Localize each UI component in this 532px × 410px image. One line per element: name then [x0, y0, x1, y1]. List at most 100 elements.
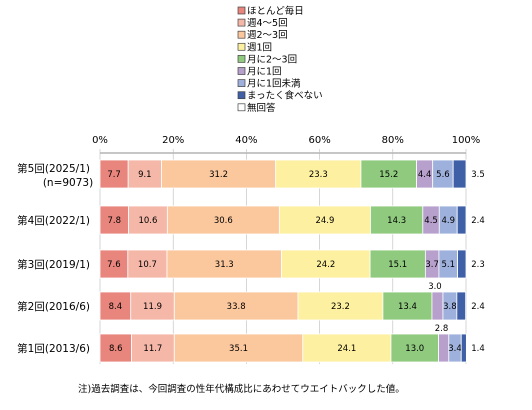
data-label: 4.5 [424, 216, 438, 226]
x-tick-label: 0% [92, 135, 108, 146]
bar-segment [161, 159, 277, 189]
category-label: (n=9073) [43, 177, 93, 189]
data-label: 3.5 [471, 170, 485, 180]
data-label: 9.1 [138, 170, 152, 180]
legend-label: ほとんど毎日 [247, 5, 304, 17]
legend-swatch [237, 18, 246, 27]
bar-segment [173, 291, 299, 321]
bar-segment [99, 249, 129, 279]
bar-segment [281, 249, 371, 279]
category-label: 第1回(2013/6) [17, 342, 90, 355]
bar-segment [369, 249, 426, 279]
bar-segment [456, 205, 467, 235]
legend-label: 月に2～3回 [247, 54, 297, 65]
bar-segment [360, 159, 417, 189]
data-label: 24.1 [337, 344, 356, 354]
legend-swatch [237, 103, 246, 112]
data-label: 24.2 [316, 260, 335, 270]
data-label: 2.4 [471, 302, 485, 312]
legend-swatch [237, 6, 246, 15]
legend-label: 月に1回未満 [247, 78, 301, 90]
bar-segment [390, 333, 439, 363]
data-label: 35.1 [229, 344, 248, 354]
bar-segment [456, 291, 467, 321]
data-label: 5.1 [441, 260, 455, 270]
data-label: 31.2 [209, 170, 228, 180]
legend-swatch [237, 55, 246, 63]
legend-label: 無回答 [247, 102, 276, 114]
data-label: 8.6 [109, 344, 123, 354]
x-tick-label: 60% [308, 135, 330, 146]
data-label: 10.7 [138, 260, 157, 270]
bar-segment [460, 333, 467, 363]
legend-swatch [237, 91, 246, 100]
legend-label: まったく食べない [247, 90, 323, 102]
bar-segment [438, 333, 450, 363]
data-label: 24.9 [315, 216, 334, 226]
legend-label: 月に1回 [247, 67, 282, 78]
legend: ほとんど毎日週4～5回週2～3回週1回月に2～3回月に1回月に1回未満まったく食… [237, 5, 323, 114]
bar-segment [457, 249, 467, 279]
bar-segment [166, 205, 280, 235]
bar-segment [166, 249, 282, 279]
data-label: 7.8 [108, 216, 122, 226]
data-label: 33.8 [227, 302, 246, 312]
data-label: 3.4 [448, 344, 462, 354]
data-label: 30.6 [214, 216, 233, 226]
data-label: 13.0 [405, 344, 424, 354]
data-label: 2.3 [471, 260, 485, 270]
category-labels: 第5回(2025/1) (n=9073) 第4回(2022/1) 第3回(2019/1… [17, 162, 93, 355]
legend-label: 週4～5回 [247, 17, 288, 29]
category-label: 第4回(2022/1) [17, 214, 90, 227]
bar-segment [127, 249, 168, 279]
data-label: 23.3 [309, 170, 328, 180]
bars: 7.7 9.1 31.2 23.3 15.2 4.4 5.6 3.5 7.8 10.6 30.6 24… [99, 159, 485, 363]
category-label: 第3回(2019/1) [17, 258, 90, 271]
legend-swatch [237, 67, 246, 75]
legend-swatch [237, 30, 246, 39]
chart-note: 注)過去調査は、今回調査の性年代構成比にあわせてウエイトバックした値。 [78, 383, 405, 395]
legend-swatch [237, 42, 246, 51]
legend-swatch [237, 79, 246, 87]
legend-label: 週1回 [247, 41, 272, 53]
data-label: 15.2 [379, 170, 398, 180]
x-tick-label: 80% [382, 135, 404, 146]
data-label: 11.7 [143, 344, 162, 354]
data-label: 8.4 [109, 302, 123, 312]
data-label: 2.4 [471, 216, 485, 226]
bar-segment [302, 333, 392, 363]
category-label: 第2回(2016/6) [17, 300, 90, 313]
data-label: 14.3 [387, 216, 406, 226]
x-tick-label: 100% [452, 135, 481, 146]
data-label: 1.4 [471, 344, 485, 354]
data-label: 13.4 [398, 302, 417, 312]
data-label: 7.6 [107, 260, 121, 270]
bar-segment [278, 205, 371, 235]
data-label: 15.1 [388, 260, 407, 270]
bar-segment [173, 333, 304, 363]
data-label: 10.6 [138, 216, 157, 226]
bar-segment [99, 205, 129, 235]
bar-segment [99, 333, 132, 363]
bar-segment [130, 291, 175, 321]
data-label: 2.8 [435, 324, 449, 334]
x-tick-label: 40% [235, 135, 257, 146]
data-label: 7.7 [107, 170, 121, 180]
x-tick-label: 20% [162, 135, 184, 146]
data-label: 4.9 [441, 216, 455, 226]
data-label: 3.7 [425, 260, 439, 270]
bar-segment [131, 333, 175, 363]
data-label: 31.3 [215, 260, 234, 270]
bar-segment [382, 291, 433, 321]
bar-segment [128, 205, 168, 235]
data-label: 3.8 [443, 302, 457, 312]
bar-segment [275, 159, 362, 189]
data-label: 11.9 [143, 302, 162, 312]
bar-segment [127, 159, 162, 189]
legend-label: 週2～3回 [247, 29, 288, 41]
data-label: 5.6 [436, 170, 450, 180]
bar-segment [431, 291, 444, 321]
category-label: 第5回(2025/1) [17, 162, 90, 175]
